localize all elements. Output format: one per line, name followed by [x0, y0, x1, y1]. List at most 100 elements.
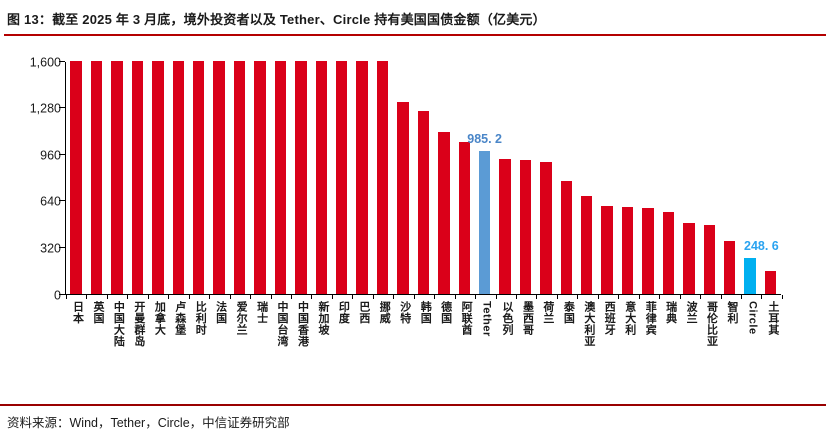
x-slot: 比利时	[189, 295, 211, 387]
y-axis-labels: 0 320 640 960 1,280 1,600	[10, 56, 65, 301]
x-slot: 菲律宾	[639, 295, 661, 387]
bar-slot	[638, 62, 658, 294]
bar-slot	[189, 61, 209, 294]
bar-slot	[515, 62, 535, 294]
bar-slot	[720, 62, 740, 294]
x-axis-label: 中国台湾	[276, 301, 289, 347]
x-axis-label: 英国	[91, 301, 104, 324]
bar	[90, 61, 103, 294]
bar	[417, 110, 430, 294]
bar-slot	[352, 61, 372, 294]
bar	[172, 61, 185, 294]
x-slot: 墨西哥	[516, 295, 538, 387]
x-axis-label: 波兰	[685, 301, 698, 324]
x-slot: 中国香港	[291, 295, 313, 387]
bar	[581, 196, 593, 294]
x-slot: 中国台湾	[271, 295, 293, 387]
x-slot: 印度	[332, 295, 354, 387]
x-axis-label: 泰国	[562, 301, 575, 324]
x-axis-label: 韩国	[419, 301, 432, 324]
x-slot: 爱尔兰	[230, 295, 252, 387]
x-slot: Tether	[476, 295, 497, 387]
bar-slot	[209, 61, 229, 294]
x-slot: 巴西	[353, 295, 375, 387]
x-axis-label: 智利	[726, 301, 738, 324]
bar-slot	[66, 61, 86, 294]
y-axis-tick	[59, 293, 65, 295]
x-slot: 泰国	[557, 295, 579, 387]
x-axis-labels: 日本 英国 中国大陆 开曼群岛 加拿大 卢森堡 比利时 法国 爱尔兰 瑞士 中国台湾 中国香港 新加坡印…	[65, 295, 784, 387]
bar	[193, 61, 205, 294]
bar-slot	[311, 61, 331, 294]
bar	[560, 180, 573, 294]
bar-slot	[495, 62, 515, 294]
bar-slot	[148, 61, 168, 294]
y-axis-label: 960	[40, 147, 61, 162]
y-axis-tick	[59, 200, 65, 202]
bar	[478, 150, 491, 294]
bar	[621, 207, 634, 294]
x-slot: 韩国	[414, 295, 436, 387]
bar	[683, 223, 695, 294]
bar-slot	[577, 62, 597, 294]
x-axis-label: 爱尔兰	[235, 301, 248, 336]
x-axis-label: 土耳其	[766, 301, 779, 336]
y-axis-tick	[59, 153, 65, 155]
bar-slot	[127, 61, 147, 294]
x-axis-label: 哥伦比亚	[705, 301, 718, 347]
bar-slot	[454, 62, 474, 294]
bar	[254, 61, 266, 294]
bar-slot	[679, 62, 699, 294]
bar	[438, 131, 450, 294]
x-slot: 挪威	[373, 295, 395, 387]
bar	[642, 207, 654, 294]
x-axis-label: 德国	[439, 301, 452, 324]
bar	[764, 271, 777, 294]
bar-slot	[107, 61, 127, 294]
x-slot: 瑞典	[660, 295, 682, 387]
bar-slot	[597, 62, 617, 294]
x-axis-label: 中国香港	[296, 301, 309, 347]
figure-title: 图 13：截至 2025 年 3 月底，境外投资者以及 Tether、Circl…	[7, 12, 546, 27]
bar	[315, 61, 327, 294]
figure-title-row: 图 13：截至 2025 年 3 月底，境外投资者以及 Tether、Circl…	[0, 0, 830, 34]
x-axis-label: 挪威	[378, 301, 391, 324]
y-axis-tick	[59, 246, 65, 248]
x-axis-label: 法国	[214, 301, 227, 324]
bar-slot	[250, 61, 270, 294]
bar	[152, 61, 164, 294]
plot-area: 985. 2 248. 6	[59, 60, 781, 295]
x-slot: 日本	[65, 295, 88, 387]
x-slot: 法国	[210, 295, 232, 387]
bar-slot	[168, 61, 188, 294]
bar-slot	[393, 62, 413, 294]
x-axis-label: 卢森堡	[173, 301, 186, 336]
bar-slot	[413, 62, 433, 294]
bar-chart: 0 320 640 960 1,280 1,600 985. 2 248. 6 日本 英国 中国…	[10, 56, 820, 387]
bar	[70, 61, 82, 294]
bar-slot	[331, 61, 351, 294]
bar	[213, 61, 225, 294]
bar-slot	[372, 61, 392, 294]
x-axis-label: 意大利	[623, 301, 636, 336]
plot-wrap: 0 320 640 960 1,280 1,600 985. 2 248. 6	[10, 56, 820, 301]
x-axis-label: 新加坡	[316, 301, 329, 336]
x-slot: 瑞士	[251, 295, 273, 387]
bar	[131, 61, 144, 294]
bar-slot: 248. 6	[740, 62, 779, 294]
bar	[703, 224, 715, 294]
x-slot: 智利	[721, 295, 743, 387]
x-slot: Circle	[741, 295, 763, 387]
x-axis-label: 以色列	[501, 301, 514, 336]
x-axis-label: 菲律宾	[644, 301, 657, 336]
x-axis-label: 比利时	[194, 301, 207, 336]
x-slot: 新加坡	[312, 295, 334, 387]
bar-slot	[617, 62, 637, 294]
bar	[744, 257, 756, 294]
bar-slot	[760, 62, 780, 294]
x-slot: 哥伦比亚	[701, 295, 722, 387]
y-axis-label: 1,280	[29, 101, 61, 116]
x-axis-label: 西班牙	[603, 301, 616, 336]
x-slot: 以色列	[496, 295, 518, 387]
x-axis-label: 荷兰	[541, 301, 554, 324]
